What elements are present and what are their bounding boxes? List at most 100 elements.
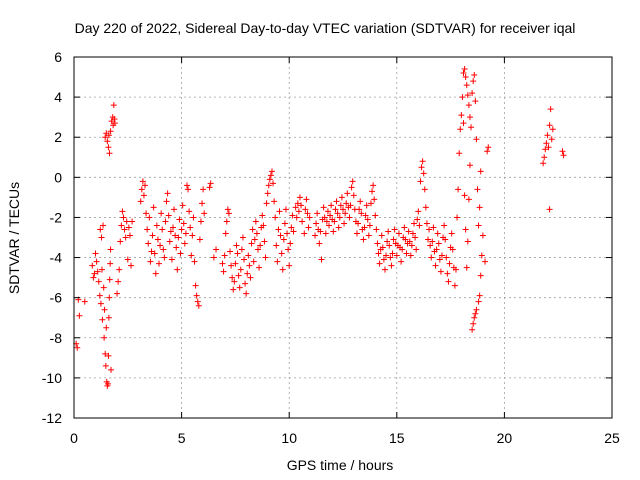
data-point — [357, 198, 364, 205]
data-point — [120, 214, 127, 221]
data-point — [435, 240, 442, 247]
data-point — [241, 256, 248, 263]
data-point — [148, 248, 155, 255]
data-point — [296, 194, 303, 201]
data-point — [301, 230, 308, 237]
data-point — [152, 270, 159, 277]
data-point — [169, 224, 176, 231]
data-point — [547, 106, 554, 113]
data-point — [543, 140, 550, 147]
data-point — [316, 240, 323, 247]
data-point — [101, 306, 108, 313]
data-point — [540, 160, 547, 167]
data-point — [425, 236, 432, 243]
data-point — [388, 262, 395, 269]
data-point — [102, 134, 109, 141]
data-point — [465, 196, 472, 203]
data-point — [246, 262, 253, 269]
data-point — [100, 222, 107, 229]
data-point — [179, 202, 186, 209]
x-tick-label: 0 — [70, 430, 78, 446]
data-point — [95, 278, 102, 285]
data-point — [229, 274, 236, 281]
data-point — [546, 206, 553, 213]
data-point — [235, 272, 242, 279]
data-point — [412, 234, 419, 241]
data-point — [423, 220, 430, 227]
data-point — [373, 226, 380, 233]
y-tick-label: -8 — [50, 330, 63, 346]
data-point — [462, 74, 469, 81]
data-point — [559, 148, 566, 155]
y-tick-label: 4 — [54, 89, 62, 105]
data-point — [372, 212, 379, 219]
data-point — [98, 234, 105, 241]
data-point — [426, 226, 433, 233]
data-point — [344, 190, 351, 197]
data-point — [124, 256, 131, 263]
data-point — [294, 200, 301, 207]
data-point — [302, 206, 309, 213]
data-point — [380, 256, 387, 263]
y-tick-label: 0 — [54, 169, 62, 185]
data-point — [418, 164, 425, 171]
data-point — [463, 264, 470, 271]
data-point — [463, 82, 470, 89]
data-point — [158, 210, 165, 217]
data-point — [482, 258, 489, 265]
data-point — [271, 198, 278, 205]
data-point — [363, 202, 370, 209]
data-point — [233, 242, 240, 249]
data-point — [142, 182, 149, 189]
data-point — [277, 232, 284, 239]
data-point — [317, 228, 324, 235]
data-point — [433, 246, 440, 253]
data-point — [224, 206, 231, 213]
data-point — [379, 244, 386, 251]
data-point — [318, 256, 325, 263]
data-point — [116, 266, 123, 273]
data-point — [105, 352, 112, 359]
data-point — [99, 316, 106, 323]
data-point — [341, 220, 348, 227]
data-point — [117, 238, 124, 245]
data-point — [108, 366, 115, 373]
data-point — [137, 198, 144, 205]
data-point — [275, 226, 282, 233]
data-point — [174, 266, 181, 273]
data-point — [290, 228, 297, 235]
data-point — [139, 178, 146, 185]
data-point — [472, 310, 479, 317]
data-point — [181, 240, 188, 247]
data-point — [399, 246, 406, 253]
data-point — [473, 136, 480, 143]
data-point — [156, 260, 163, 267]
data-point — [293, 214, 300, 221]
data-point — [420, 170, 427, 177]
data-point — [244, 270, 251, 277]
data-point — [436, 256, 443, 263]
data-point — [115, 278, 122, 285]
data-point — [462, 226, 469, 233]
data-point — [405, 228, 412, 235]
data-point — [129, 218, 136, 225]
data-point — [353, 230, 360, 237]
data-point — [103, 324, 110, 331]
y-tick-label: 2 — [54, 129, 62, 145]
data-point — [104, 138, 111, 145]
data-point — [210, 254, 217, 261]
data-point — [121, 226, 128, 233]
data-point — [247, 274, 254, 281]
x-tick-label: 25 — [604, 430, 620, 446]
data-point — [289, 212, 296, 219]
data-point — [457, 126, 464, 133]
data-point — [250, 258, 257, 265]
data-point — [232, 260, 239, 267]
data-point — [327, 212, 334, 219]
data-point — [237, 266, 244, 273]
data-point — [126, 232, 133, 239]
data-point — [360, 236, 367, 243]
data-point — [384, 238, 391, 245]
data-point — [221, 252, 228, 259]
